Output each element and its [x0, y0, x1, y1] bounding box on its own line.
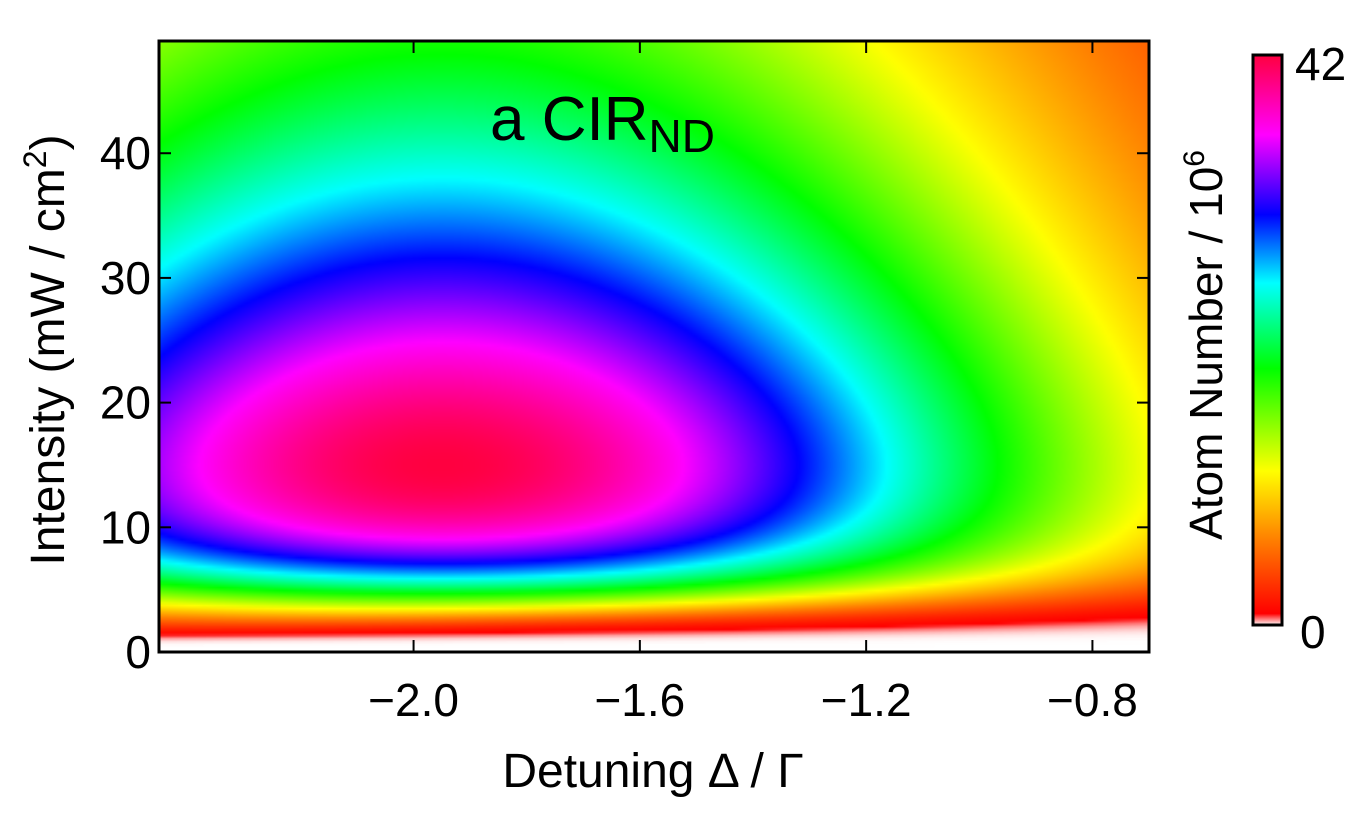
y-axis-ticks: 0 10 20 30 40	[100, 127, 1149, 678]
y-tick-label: 20	[100, 377, 151, 429]
plot-frame	[157, 39, 1151, 654]
colorbar-title: Atom Number / 106	[1178, 150, 1232, 540]
panel-annotation: a CIRND	[490, 85, 715, 162]
x-axis-title: Detuning Δ / Γ	[502, 745, 803, 798]
x-tick-label: −2.0	[368, 674, 459, 726]
colorbar-min-label: 0	[1300, 606, 1326, 658]
x-tick-label: −1.6	[594, 674, 685, 726]
y-tick-label: 30	[100, 252, 151, 304]
heatmap-image	[159, 41, 1149, 652]
x-tick-label: −1.2	[821, 674, 912, 726]
colorbar	[1251, 53, 1284, 627]
x-tick-label: −0.8	[1047, 674, 1138, 726]
x-axis-ticks: −2.0 −1.6 −1.2 −0.8	[368, 41, 1138, 726]
y-axis-title: Intensity (mW / cm2)	[17, 134, 75, 565]
y-tick-label: 0	[125, 626, 151, 678]
colorbar-max-label: 42	[1295, 38, 1346, 90]
y-tick-label: 40	[100, 127, 151, 179]
y-tick-label: 10	[100, 501, 151, 553]
